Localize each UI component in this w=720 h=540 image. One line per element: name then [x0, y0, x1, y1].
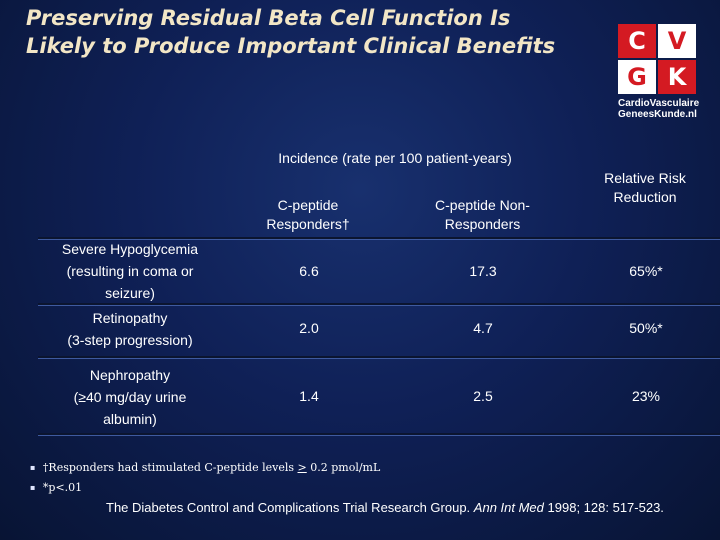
greater-equal-symbol: >	[297, 461, 307, 474]
footnote-responders: ▪ †Responders had stimulated C-peptide l…	[30, 458, 380, 478]
row-label-line: Severe Hypoglycemia	[61, 241, 199, 257]
logo-line-1: CardioVasculaire	[618, 98, 700, 109]
cell-retinopathy-rrr: 50%*	[629, 320, 663, 336]
footnote-responders-text: †Responders had stimulated C-peptide lev…	[42, 461, 295, 474]
logo-letter-k: K	[658, 60, 696, 94]
logo-letter-v: V	[658, 24, 696, 58]
cell-retinopathy-responders: 2.0	[299, 320, 319, 336]
col-header-nonresponders-line1: C-peptide Non-	[435, 197, 530, 213]
logo-caption: CardioVasculaire GeneesKunde.nl	[618, 98, 700, 120]
title-line-1: Preserving Residual Beta Cell Function I…	[26, 6, 511, 30]
slide-title: Preserving Residual Beta Cell Function I…	[26, 4, 666, 60]
table-bottom-divider	[38, 433, 720, 436]
footnote-pvalue: ▪ *p<.01	[30, 478, 380, 498]
row-label-line: (3-step progression)	[67, 332, 193, 348]
logo-letter-g: G	[618, 60, 656, 94]
row-divider	[38, 356, 720, 359]
citation: The Diabetes Control and Complications T…	[106, 500, 664, 515]
row-label-hypoglycemia: Severe Hypoglycemia (resulting in coma o…	[40, 238, 220, 304]
col-header-nonresponders: C-peptide Non- Responders	[410, 196, 555, 234]
col-header-responders-line1: C-peptide	[277, 197, 339, 213]
cell-hypoglycemia-responders: 6.6	[299, 263, 319, 279]
row-divider	[38, 303, 720, 306]
bullet-icon: ▪	[30, 483, 36, 492]
citation-journal: Ann Int Med	[473, 500, 544, 515]
row-label-retinopathy: Retinopathy (3-step progression)	[40, 307, 220, 351]
header-divider	[38, 237, 720, 240]
footnote-pvalue-text: *p<.01	[42, 481, 83, 494]
row-label-line: albumin)	[103, 411, 157, 427]
footnotes: ▪ †Responders had stimulated C-peptide l…	[30, 458, 380, 498]
citation-detail: 1998; 128: 517-523.	[547, 500, 664, 515]
citation-authors: The Diabetes Control and Complications T…	[106, 500, 471, 515]
cell-retinopathy-nonresponders: 4.7	[473, 320, 493, 336]
title-line-2: Likely to Produce Important Clinical Ben…	[26, 34, 556, 58]
cell-hypoglycemia-rrr: 65%*	[629, 263, 663, 279]
row-label-line: seizure)	[105, 285, 155, 301]
cell-nephropathy-responders: 1.4	[299, 388, 319, 404]
cell-nephropathy-rrr: 23%	[631, 388, 661, 404]
row-label-line: (resulting in coma or	[66, 263, 194, 279]
row-label-line: Retinopathy	[92, 310, 168, 326]
col-header-rrr-line2: Reduction	[613, 189, 677, 205]
bullet-icon: ▪	[30, 463, 36, 472]
incidence-header: Incidence (rate per 100 patient-years)	[278, 150, 512, 166]
col-header-rrr-line1: Relative Risk	[604, 170, 686, 186]
row-label-line: Nephropathy	[89, 367, 171, 383]
logo-line-2: GeneesKunde.nl	[618, 109, 697, 120]
col-header-nonresponders-line2: Responders	[444, 216, 521, 232]
row-label-line: (≥40 mg/day urine	[73, 389, 187, 405]
col-header-responders: C-peptide Responders†	[243, 196, 373, 234]
logo-letter-c: C	[618, 24, 656, 58]
col-header-rrr: Relative Risk Reduction	[585, 169, 705, 207]
cvgk-logo: C V G K CardioVasculaire GeneesKunde.nl	[618, 24, 700, 120]
cell-hypoglycemia-nonresponders: 17.3	[469, 263, 497, 279]
col-header-responders-line2: Responders†	[266, 216, 350, 232]
cell-nephropathy-nonresponders: 2.5	[473, 388, 493, 404]
footnote-responders-threshold: 0.2 pmol/mL	[310, 461, 381, 474]
row-label-nephropathy: Nephropathy (≥40 mg/day urine albumin)	[40, 364, 220, 430]
